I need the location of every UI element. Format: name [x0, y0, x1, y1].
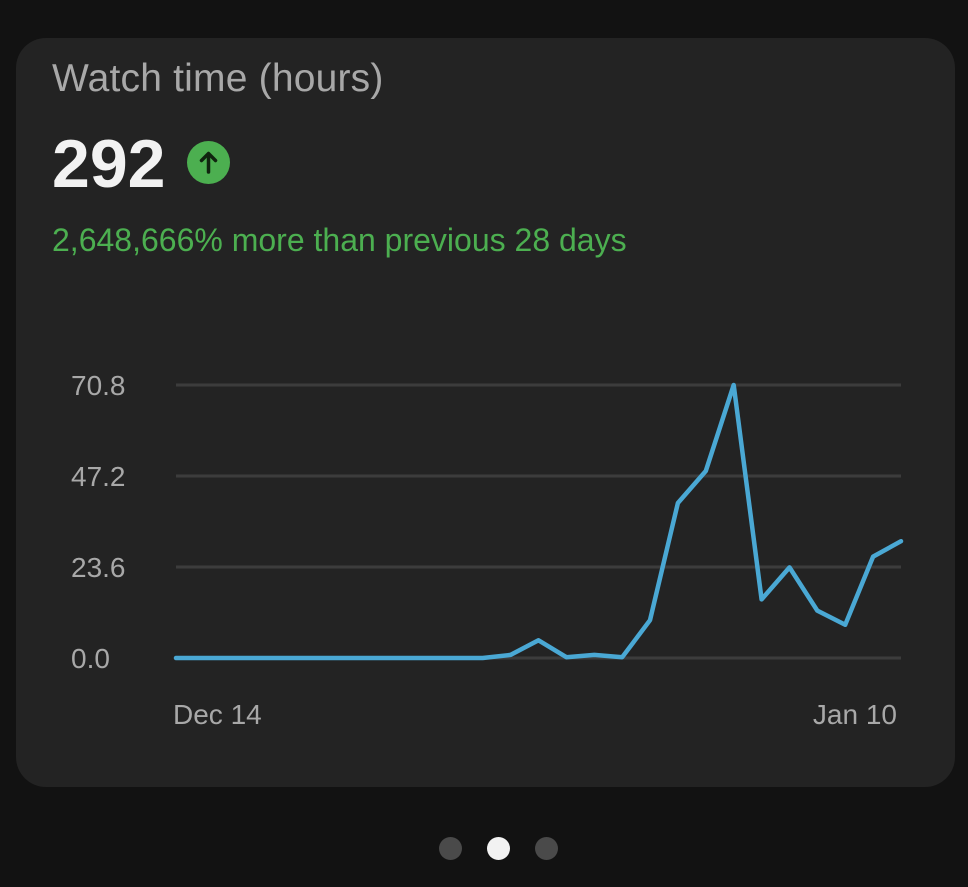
y-tick-label: 70.8 — [71, 370, 126, 401]
metric-row: 292 — [52, 124, 231, 204]
pagination-dots — [0, 835, 968, 861]
page-dot-3[interactable] — [534, 837, 558, 860]
y-tick-label: 47.2 — [71, 461, 126, 492]
page-dot-2[interactable] — [486, 837, 510, 860]
arrow-up-icon — [187, 140, 231, 184]
change-text: 2,648,666% more than previous 28 days — [52, 222, 627, 258]
page-dot-1[interactable] — [438, 837, 462, 860]
watch-time-value: 292 — [52, 126, 166, 202]
card-title: Watch time (hours) — [52, 57, 384, 100]
y-tick-label: 0.0 — [71, 643, 110, 674]
y-tick-label: 23.6 — [71, 552, 126, 583]
watch-time-card — [16, 38, 955, 787]
x-tick-label-start: Dec 14 — [173, 699, 262, 730]
x-tick-label-end: Jan 10 — [813, 699, 897, 730]
watch-time-series-line — [173, 382, 904, 661]
